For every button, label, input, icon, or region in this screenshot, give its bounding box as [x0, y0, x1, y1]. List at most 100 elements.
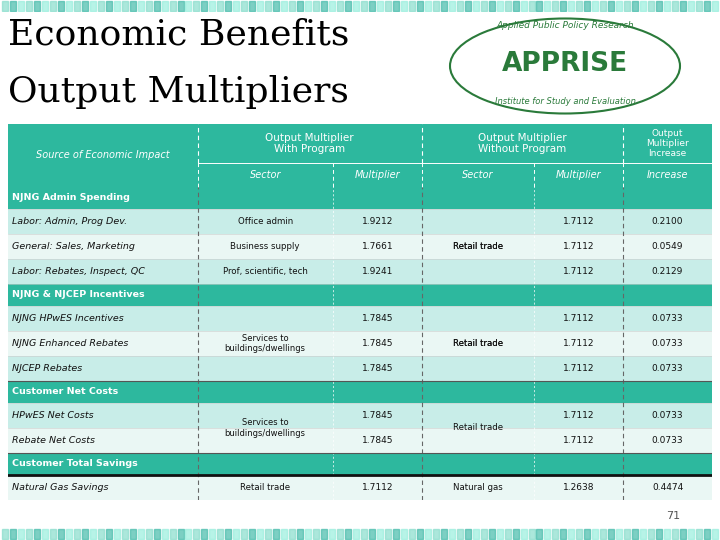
Text: 1.7112: 1.7112: [563, 314, 594, 323]
Bar: [321, 529, 327, 539]
Bar: [169, 1, 176, 11]
Text: Office admin: Office admin: [238, 217, 293, 226]
Bar: [114, 529, 120, 539]
Bar: [608, 529, 614, 539]
Bar: [648, 529, 654, 539]
Bar: [472, 1, 479, 11]
Bar: [632, 529, 638, 539]
Text: Retail trade: Retail trade: [453, 242, 503, 251]
Bar: [640, 1, 647, 11]
Text: 1.7112: 1.7112: [563, 242, 594, 251]
Bar: [333, 163, 422, 187]
Text: 0.0549: 0.0549: [652, 242, 683, 251]
Bar: [257, 529, 264, 539]
Text: Prof, scientific, tech: Prof, scientific, tech: [222, 267, 307, 276]
Text: APPRISE: APPRISE: [502, 51, 628, 77]
Bar: [513, 1, 518, 11]
Text: HPwES Net Costs: HPwES Net Costs: [12, 411, 94, 420]
Bar: [90, 1, 96, 11]
Bar: [656, 529, 662, 539]
Bar: [481, 1, 487, 11]
Bar: [8, 453, 712, 475]
Bar: [497, 529, 503, 539]
Bar: [369, 529, 375, 539]
Bar: [8, 403, 712, 428]
Text: 1.7845: 1.7845: [361, 411, 393, 420]
Bar: [8, 284, 712, 306]
Bar: [600, 529, 606, 539]
Bar: [640, 529, 647, 539]
Text: Multiplier: Multiplier: [556, 170, 601, 180]
Bar: [441, 1, 447, 11]
Text: 1.7845: 1.7845: [361, 364, 393, 373]
Text: NJNG HPwES Incentives: NJNG HPwES Incentives: [12, 314, 124, 323]
Bar: [696, 529, 702, 539]
Bar: [282, 1, 287, 11]
Bar: [688, 1, 694, 11]
Bar: [18, 1, 24, 11]
Bar: [505, 1, 510, 11]
Text: Labor: Rebates, Inspect, QC: Labor: Rebates, Inspect, QC: [12, 267, 145, 276]
Bar: [153, 529, 160, 539]
Bar: [329, 529, 335, 539]
Bar: [153, 1, 160, 11]
Text: Services to
buildings/dwellings: Services to buildings/dwellings: [225, 334, 306, 353]
Text: 0.0733: 0.0733: [652, 314, 683, 323]
Bar: [560, 529, 567, 539]
Bar: [505, 529, 510, 539]
Bar: [393, 1, 399, 11]
Bar: [688, 529, 694, 539]
Bar: [8, 209, 712, 234]
Text: Rebate Net Costs: Rebate Net Costs: [12, 436, 95, 445]
Bar: [186, 1, 192, 11]
Text: 0.2129: 0.2129: [652, 267, 683, 276]
Bar: [361, 529, 367, 539]
Bar: [409, 1, 415, 11]
Bar: [42, 1, 48, 11]
Bar: [560, 1, 567, 11]
Bar: [225, 529, 231, 539]
Bar: [130, 529, 135, 539]
Bar: [337, 1, 343, 11]
Bar: [433, 1, 438, 11]
Bar: [2, 1, 8, 11]
Text: Output
Multiplier
Increase: Output Multiplier Increase: [646, 129, 689, 158]
Bar: [145, 529, 152, 539]
Bar: [26, 529, 32, 539]
Bar: [680, 1, 686, 11]
Bar: [656, 1, 662, 11]
Bar: [489, 529, 495, 539]
Text: 0.0733: 0.0733: [652, 436, 683, 445]
Bar: [273, 529, 279, 539]
Bar: [289, 1, 295, 11]
Bar: [233, 1, 239, 11]
Bar: [66, 1, 72, 11]
Bar: [297, 529, 303, 539]
Bar: [241, 1, 248, 11]
Bar: [225, 1, 231, 11]
Bar: [18, 529, 24, 539]
Bar: [313, 529, 319, 539]
Bar: [648, 1, 654, 11]
Bar: [233, 529, 239, 539]
Bar: [98, 1, 104, 11]
Text: Sector: Sector: [250, 170, 281, 180]
Bar: [26, 1, 32, 11]
Bar: [197, 124, 422, 163]
Bar: [10, 1, 16, 11]
Bar: [8, 234, 712, 259]
Bar: [114, 1, 120, 11]
Bar: [249, 529, 256, 539]
Bar: [544, 1, 551, 11]
Bar: [305, 529, 311, 539]
Text: NJCEP Rebates: NJCEP Rebates: [12, 364, 82, 373]
Bar: [422, 163, 534, 187]
Text: Retail trade: Retail trade: [453, 423, 503, 433]
Bar: [593, 529, 598, 539]
Text: NJNG Enhanced Rebates: NJNG Enhanced Rebates: [12, 339, 128, 348]
Bar: [273, 1, 279, 11]
Bar: [241, 529, 248, 539]
Bar: [297, 1, 303, 11]
Bar: [8, 124, 197, 187]
Bar: [568, 529, 575, 539]
